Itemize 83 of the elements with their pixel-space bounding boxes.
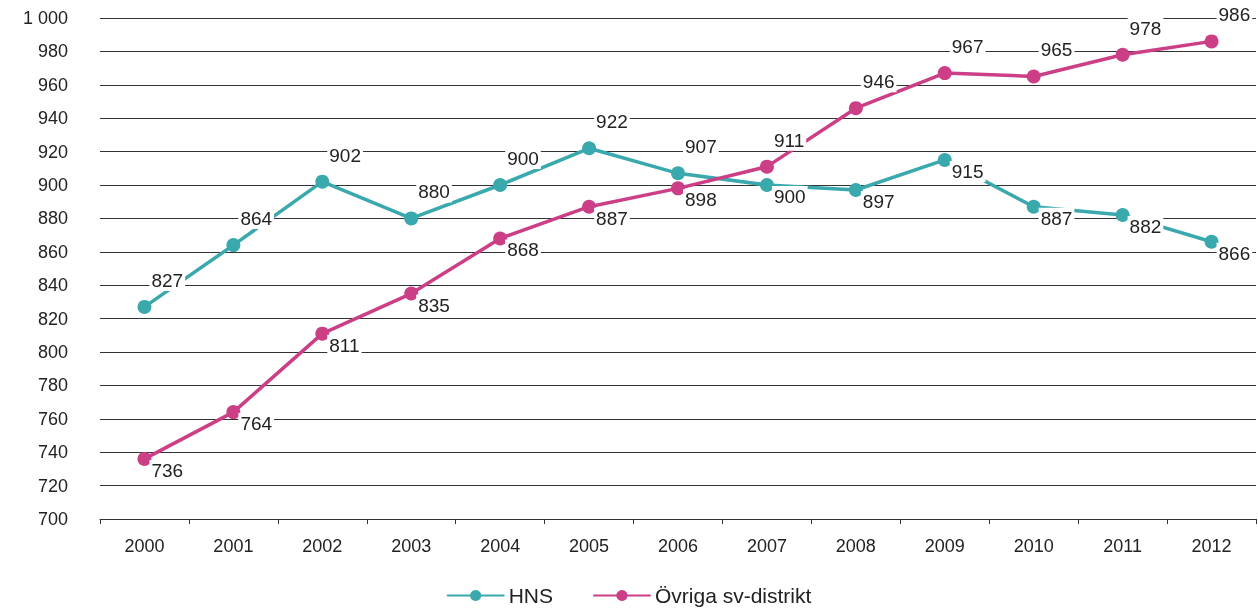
- point: [315, 174, 330, 189]
- point: [848, 101, 863, 116]
- data-label: 764: [240, 413, 273, 435]
- legend-label: Övriga sv-distrikt: [654, 584, 812, 607]
- point: [1204, 234, 1219, 249]
- point: [137, 451, 152, 466]
- point: [226, 405, 241, 420]
- x-tick-label: 2009: [924, 536, 965, 556]
- point: [1115, 208, 1130, 223]
- legend-label: HNS: [508, 584, 553, 607]
- x-tick-label: 2001: [213, 536, 254, 556]
- y-tick-label: 820: [37, 308, 68, 329]
- data-label: 902: [329, 144, 362, 166]
- point: [937, 66, 952, 81]
- point: [493, 231, 508, 246]
- x-tick-label: 2012: [1191, 536, 1232, 556]
- y-tick-label: 860: [37, 241, 68, 262]
- point: [671, 166, 685, 181]
- y-tick-label: 940: [37, 108, 68, 129]
- data-label: 835: [418, 294, 450, 316]
- point: [671, 181, 685, 196]
- x-tick-label: 2004: [480, 536, 521, 556]
- y-tick-label: 800: [37, 342, 68, 362]
- data-label: 887: [1040, 207, 1073, 229]
- point: [582, 141, 597, 156]
- data-label: 866: [1218, 242, 1251, 264]
- x-tick-label: 2000: [124, 536, 165, 556]
- data-label: 827: [151, 269, 184, 291]
- point: [1204, 34, 1219, 49]
- x-tick-label: 2010: [1013, 536, 1054, 556]
- y-tick-label: 960: [37, 74, 68, 95]
- data-label: 922: [596, 111, 628, 133]
- x-tick-label: 2006: [657, 536, 699, 556]
- data-label: 897: [862, 191, 895, 213]
- data-label: 868: [507, 239, 539, 261]
- data-label: 898: [685, 189, 717, 211]
- data-label: 967: [951, 36, 984, 58]
- data-label: 900: [507, 148, 539, 169]
- point: [1026, 199, 1041, 214]
- y-tick-label: 840: [37, 275, 68, 296]
- point: [848, 183, 863, 198]
- data-label: 911: [773, 129, 805, 151]
- x-tick-label: 2003: [391, 536, 432, 556]
- point: [226, 238, 241, 253]
- data-label: 946: [862, 71, 895, 93]
- point: [1026, 69, 1041, 84]
- data-label: 864: [240, 208, 273, 230]
- data-label: 880: [418, 181, 450, 203]
- data-label: 900: [773, 186, 806, 207]
- y-tick-label: 1 000: [22, 8, 68, 28]
- point: [493, 178, 508, 192]
- y-tick-label: 980: [37, 41, 68, 62]
- point: [937, 152, 952, 167]
- x-tick-label: 2008: [835, 536, 876, 556]
- point: [759, 178, 774, 192]
- y-tick-label: 740: [37, 442, 68, 463]
- data-label: 907: [685, 136, 717, 158]
- y-tick-label: 760: [37, 408, 68, 429]
- y-tick-label: 920: [37, 141, 68, 162]
- point: [1115, 47, 1130, 62]
- data-label: 915: [951, 160, 984, 182]
- point: [582, 199, 597, 214]
- point: [404, 211, 419, 226]
- x-tick-label: 2005: [569, 536, 610, 556]
- data-label: 986: [1218, 4, 1251, 26]
- point: [759, 159, 774, 174]
- point: [315, 326, 330, 341]
- point: [404, 286, 419, 301]
- x-tick-label: 2007: [746, 536, 787, 556]
- y-tick-label: 720: [37, 475, 68, 496]
- y-tick-label: 780: [37, 375, 68, 396]
- x-tick-label: 2011: [1103, 536, 1142, 556]
- y-tick-label: 880: [37, 208, 68, 229]
- y-tick-label: 900: [37, 175, 68, 195]
- data-label: 736: [151, 459, 184, 481]
- data-label: 978: [1129, 17, 1162, 39]
- point: [137, 299, 152, 314]
- data-label: 811: [329, 334, 360, 356]
- data-label: 882: [1129, 216, 1162, 238]
- data-label: 965: [1040, 39, 1073, 61]
- x-tick-label: 2002: [302, 536, 343, 556]
- y-tick-label: 700: [37, 509, 68, 529]
- data-label: 887: [596, 207, 628, 229]
